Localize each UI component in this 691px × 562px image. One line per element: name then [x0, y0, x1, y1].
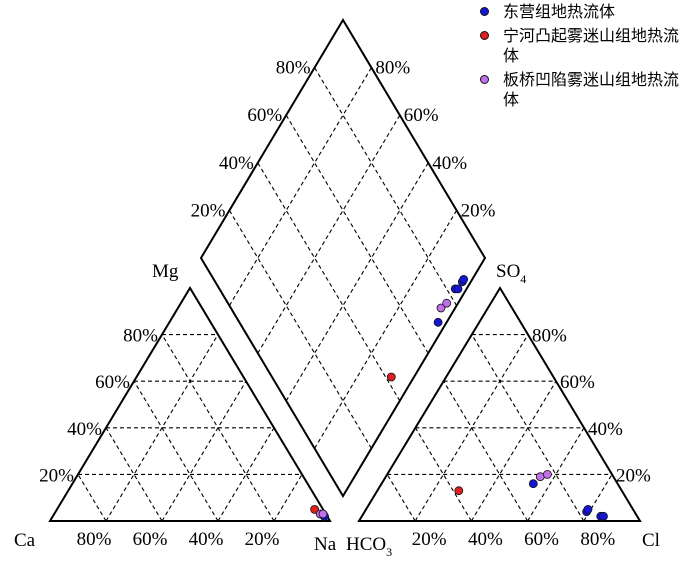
- anion-point: [454, 486, 464, 496]
- diamond-left-tick: 60%: [247, 105, 282, 126]
- diamond-point: [453, 284, 463, 294]
- cation-base-tick: 20%: [245, 529, 280, 550]
- diamond-point: [436, 303, 446, 313]
- cation-base-tick: 80%: [77, 529, 112, 550]
- legend-marker: [480, 7, 489, 16]
- legend-label: 东营组地热流体: [503, 2, 616, 21]
- legend-item-dongying: 东营组地热流体: [478, 2, 688, 22]
- diamond-right-tick: 60%: [404, 105, 439, 126]
- diamond-right-tick: 20%: [461, 200, 496, 221]
- cation-point: [318, 509, 328, 519]
- cation-grid-a: [161, 334, 275, 522]
- cation-triangle: [48, 286, 332, 522]
- anion-right-tick: 40%: [588, 419, 623, 440]
- legend-label: 板桥凹陷雾迷山组地热流体: [503, 70, 680, 109]
- cation-grid-b: [273, 474, 303, 522]
- diamond-grid-u: [228, 67, 372, 306]
- diamond-grid-v: [257, 162, 401, 402]
- anion-base-tick: 80%: [580, 529, 615, 550]
- diamond-point: [442, 298, 452, 308]
- diamond: [199, 18, 487, 498]
- diamond-point: [433, 317, 443, 327]
- anion-right-tick: 20%: [616, 465, 651, 486]
- anion-point: [543, 469, 552, 479]
- cation-point: [310, 504, 320, 514]
- grid-lines: [77, 67, 613, 522]
- diamond-left-tick: 40%: [219, 153, 254, 174]
- diamond-right-tick: 40%: [432, 153, 467, 174]
- cation-base-tick: 60%: [133, 529, 168, 550]
- diamond-point: [386, 372, 396, 382]
- diamond-grid-u: [314, 210, 458, 449]
- anion-point: [528, 479, 538, 489]
- legend-item-banqiao: 板桥凹陷雾迷山组地热流体: [478, 70, 688, 110]
- cation-grid-a: [133, 380, 219, 522]
- corner-so4: SO4: [496, 261, 526, 286]
- anion-grid-a: [471, 334, 585, 522]
- corner-ca: Ca: [14, 530, 36, 551]
- diamond-grid-u: [257, 114, 401, 354]
- corner-hco3: HCO3: [346, 534, 392, 559]
- diamond-left-tick: 20%: [191, 200, 226, 221]
- anion-base-tick: 60%: [524, 529, 559, 550]
- anion-triangle: [357, 286, 642, 522]
- anion-right-tick: 60%: [560, 372, 595, 393]
- cation-base-tick: 40%: [189, 529, 224, 550]
- anion-base-tick: 20%: [412, 529, 447, 550]
- corner-labels: Ca Na Mg HCO3 Cl SO4: [14, 261, 660, 559]
- anion-grid-a: [386, 474, 416, 522]
- cation-grid-a: [77, 474, 107, 522]
- tick-labels: 20% 20% 40% 40% 60% 60% 80% 80% 20% 20% 40% 40% 60% 6…: [39, 58, 651, 550]
- legend-marker: [480, 31, 489, 40]
- anion-right-tick: 80%: [532, 326, 567, 347]
- diamond-point: [459, 274, 469, 284]
- diamond-grid-u: [285, 162, 429, 402]
- diamond-right-tick: 80%: [375, 58, 410, 79]
- anion-point: [599, 511, 608, 521]
- frame-outlines: [48, 18, 642, 522]
- legend-item-ninghe: 宁河凸起雾迷山组地热流体: [478, 26, 688, 66]
- corner-cl: Cl: [642, 530, 660, 551]
- legend-marker: [480, 75, 489, 84]
- diamond-grid-v: [314, 67, 458, 306]
- anion-base-tick: 40%: [468, 529, 503, 550]
- data-points: [310, 274, 608, 521]
- cation-left-tick: 40%: [67, 419, 102, 440]
- cation-left-tick: 80%: [123, 326, 158, 347]
- diamond-grid-v: [285, 114, 429, 354]
- corner-na: Na: [314, 534, 337, 555]
- cation-grid-b: [161, 380, 247, 522]
- legend: 东营组地热流体 宁河凸起雾迷山组地热流体 板桥凹陷雾迷山组地热流体: [478, 2, 688, 114]
- cation-left-tick: 60%: [95, 372, 130, 393]
- anion-point: [583, 504, 593, 514]
- cation-left-tick: 20%: [39, 465, 74, 486]
- legend-label: 宁河凸起雾迷山组地热流体: [503, 26, 680, 65]
- corner-mg: Mg: [152, 261, 179, 282]
- diamond-left-tick: 80%: [276, 58, 311, 79]
- anion-grid-a: [443, 380, 529, 522]
- anion-grid-b: [470, 380, 557, 522]
- diamond-grid-v: [228, 210, 372, 449]
